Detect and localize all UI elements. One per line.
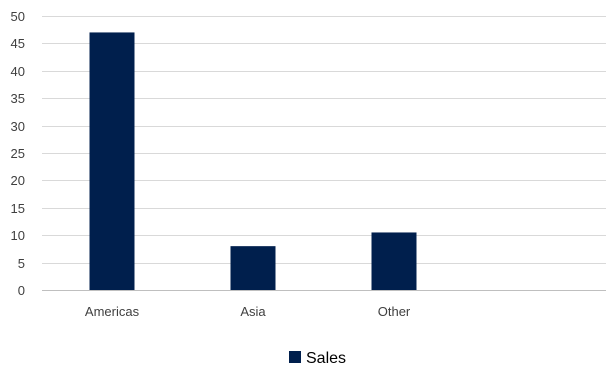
y-tick-label: 45: [11, 36, 25, 51]
y-tick-label: 5: [18, 256, 25, 271]
legend: Sales: [289, 350, 346, 367]
y-axis-tick-labels: 0 5 10 15 20 25 30 35 40 45 50: [11, 9, 25, 298]
x-category-label: Americas: [85, 304, 140, 319]
y-tick-label: 30: [11, 119, 25, 134]
y-tick-label: 15: [11, 201, 25, 216]
bars: [89, 32, 417, 290]
bar-americas: [89, 32, 135, 290]
y-tick-label: 20: [11, 173, 25, 188]
y-tick-label: 25: [11, 146, 25, 161]
y-tick-label: 40: [11, 64, 25, 79]
gridlines: [42, 16, 606, 291]
x-axis-category-labels: Americas Asia Other: [85, 304, 411, 319]
y-tick-label: 50: [11, 9, 25, 24]
y-tick-label: 35: [11, 91, 25, 106]
y-tick-label: 0: [18, 283, 25, 298]
x-category-label: Other: [378, 304, 411, 319]
bar-asia: [230, 246, 276, 290]
y-tick-label: 10: [11, 228, 25, 243]
bar-other: [371, 232, 417, 290]
legend-swatch-sales: [289, 351, 301, 363]
x-category-label: Asia: [240, 304, 266, 319]
legend-label-sales: Sales: [306, 350, 346, 367]
